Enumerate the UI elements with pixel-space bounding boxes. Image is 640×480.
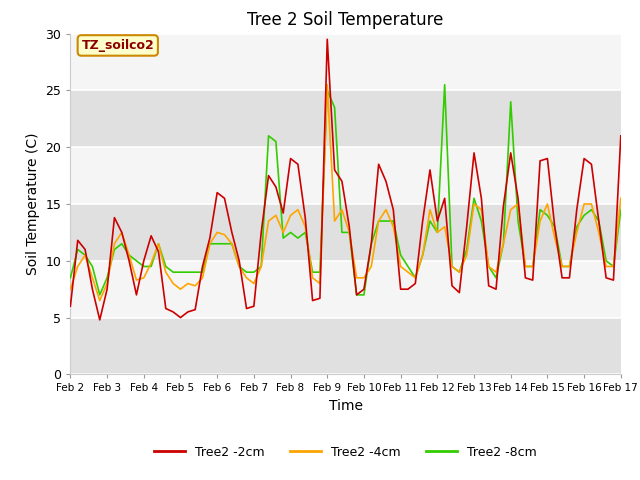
Bar (70, 34, 621, 90)
X-axis label: Time: Time (328, 399, 363, 413)
Bar (70, 318, 621, 374)
Text: TZ_soilco2: TZ_soilco2 (81, 39, 154, 52)
Legend: Tree2 -2cm, Tree2 -4cm, Tree2 -8cm: Tree2 -2cm, Tree2 -4cm, Tree2 -8cm (149, 441, 542, 464)
Bar (70, 147, 621, 204)
Y-axis label: Soil Temperature (C): Soil Temperature (C) (26, 133, 40, 275)
Title: Tree 2 Soil Temperature: Tree 2 Soil Temperature (248, 11, 444, 29)
Bar (70, 204, 621, 261)
Bar (70, 90, 621, 147)
Bar (70, 261, 621, 318)
